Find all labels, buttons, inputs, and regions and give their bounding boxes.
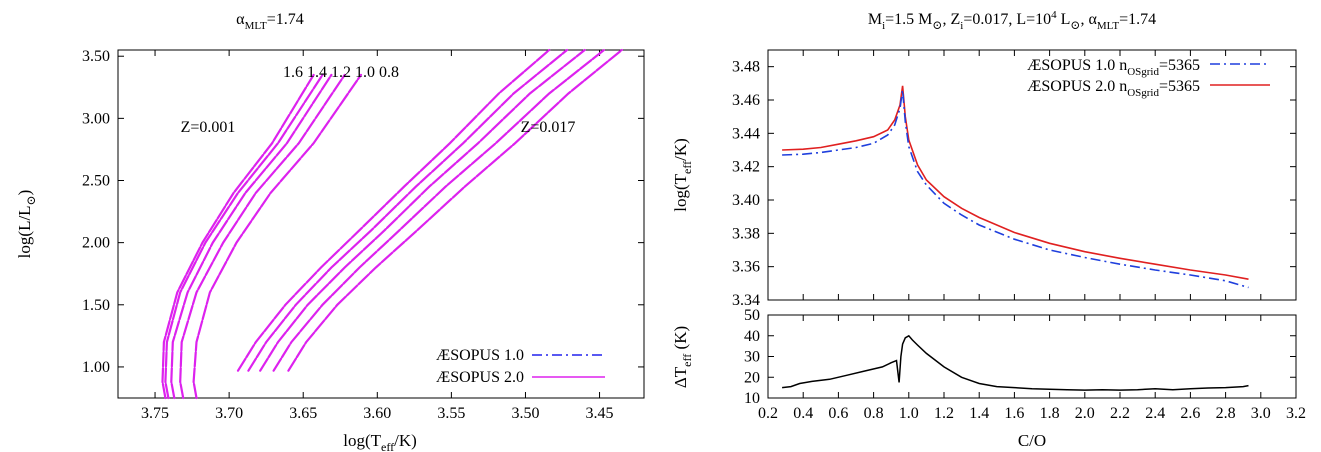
right-bottom-plot-frame [767,314,1297,399]
right-top-ticks: 3.34 3.36 3.38 3.40 3.42 3.44 3.46 3.48 [732,50,1297,309]
right-legend-label-1: ÆSOPUS 1.0 nOSgrid=5365 [1027,57,1200,78]
rbot-x-tick-label: 3.2 [1286,405,1306,422]
track-z017-m08-aesopus1 [287,49,623,372]
rtop-y-tick-label: 3.42 [732,159,760,176]
rbot-x-tick-label: 2.2 [1110,405,1130,422]
track-z017-m14-aesopus1 [247,49,568,372]
rbot-x-tick-label: 2.4 [1145,405,1165,422]
left-y-tick-label: 2.00 [82,235,110,252]
rtop-y-tick-label: 3.38 [732,225,760,242]
rbot-x-tick-label: 1.4 [969,405,989,422]
rbot-y-tick-label: 40 [744,328,760,345]
track-z017-m10-aesopus2 [272,48,606,372]
right-top-y-axis-label: log(Teff/K) [671,138,694,212]
left-y-tick-label: 3.50 [82,48,110,65]
track-z017-m16-aesopus1 [237,49,550,372]
right-legend-label-2: ÆSOPUS 2.0 nOSgrid=5365 [1027,78,1200,99]
rbot-x-tick-label: 1.8 [1040,405,1060,422]
left-x-tick-label: 3.45 [586,405,614,422]
track-z001-m08-aesopus2 [192,73,363,400]
right-top-plot-frame [767,49,1297,301]
track-z001-m10-aesopus2 [179,73,346,400]
left-chart: αMLT=1.74 3.75 3.70 3.65 3.60 3.55 3.50 3.45 1.… [15,11,645,452]
left-y-tick-label: 2.50 [82,173,110,190]
rbot-x-tick-label: 0.4 [793,405,813,422]
right-bottom-ticks: 0.2 0.4 0.6 0.8 1.0 1.2 1.4 1.6 1.8 2.0 2.2 2.4 2.6 2… [744,307,1306,422]
rbot-y-tick-label: 30 [744,349,760,366]
rtop-y-tick-label: 3.44 [732,125,760,142]
rbot-y-tick-label: 10 [744,390,760,407]
rbot-x-tick-label: 0.2 [758,405,778,422]
rtop-y-tick-label: 3.46 [732,92,760,109]
right-chart-title: Mi=1.5 M⊙, Zi=0.017, L=104 L⊙, αMLT=1.74 [868,9,1156,32]
left-x-axis-label: log(Teff/K) [343,431,417,452]
delta-teff-curve [782,334,1249,391]
teff-curve-aesopus2 [782,85,1249,280]
left-x-tick-label: 3.55 [437,405,465,422]
rbot-x-tick-label: 2.6 [1180,405,1200,422]
rbot-x-tick-label: 1.0 [899,405,919,422]
rbot-x-tick-label: 2.0 [1075,405,1095,422]
right-bottom-series [782,334,1249,391]
left-legend: ÆSOPUS 1.0 ÆSOPUS 2.0 [436,347,605,386]
right-legend: ÆSOPUS 1.0 nOSgrid=5365 ÆSOPUS 2.0 nOSgr… [1027,57,1270,99]
rbot-x-tick-label: 0.6 [828,405,848,422]
rbot-x-tick-label: 2.8 [1216,405,1236,422]
z-low-label: Z=0.001 [181,119,236,136]
left-x-tick-label: 3.70 [215,405,243,422]
left-ticks: 3.75 3.70 3.65 3.60 3.55 3.50 3.45 1.00 1.50 2.00… [82,48,644,422]
left-x-tick-label: 3.50 [511,405,539,422]
left-series [161,48,623,400]
right-bottom-chart: 0.2 0.4 0.6 0.8 1.0 1.2 1.4 1.6 1.8 2.0 2.2 2.4 2.6 2… [671,307,1306,450]
right-top-chart: Mi=1.5 M⊙, Zi=0.017, L=104 L⊙, αMLT=1.74… [671,9,1297,309]
rtop-y-tick-label: 3.40 [732,192,760,209]
z-high-label: Z=0.017 [521,119,576,136]
teff-curve-aesopus1 [782,89,1249,289]
rbot-y-tick-label: 20 [744,369,760,386]
track-z017-m14-aesopus2 [247,48,569,372]
left-legend-label-1: ÆSOPUS 1.0 [436,347,524,364]
left-plot-frame [117,49,645,399]
track-z017-m08-aesopus2 [287,48,623,372]
rbot-x-tick-label: 0.8 [864,405,884,422]
left-y-tick-label: 1.00 [82,359,110,376]
mass-labels: 1.6 1.4 1.2 1.0 0.8 [283,64,399,81]
left-legend-label-2: ÆSOPUS 2.0 [436,369,524,386]
rtop-y-tick-label: 3.34 [732,292,760,309]
track-z017-m16-aesopus2 [236,48,551,372]
track-z001-m12-aesopus2 [170,73,333,400]
left-y-tick-label: 1.50 [82,297,110,314]
left-x-tick-label: 3.65 [289,405,317,422]
track-z001-m14-aesopus2 [164,73,324,400]
rbot-x-tick-label: 1.6 [1004,405,1024,422]
right-bottom-y-axis-label: ΔTeff (K) [671,326,694,388]
left-y-axis-label: log(L/L⊙) [15,190,38,259]
track-z001-m16-aesopus2 [161,73,315,400]
left-y-tick-label: 3.00 [82,110,110,127]
rbot-x-tick-label: 3.0 [1251,405,1271,422]
rbot-x-tick-label: 1.2 [934,405,954,422]
left-x-tick-label: 3.60 [363,405,391,422]
track-z017-m12-aesopus2 [259,48,586,372]
right-top-series [782,85,1249,289]
right-x-axis-label: C/O [1018,431,1046,450]
rbot-y-tick-label: 50 [744,307,760,324]
left-chart-title: αMLT=1.74 [236,11,304,32]
left-x-tick-label: 3.75 [141,405,169,422]
rtop-y-tick-label: 3.48 [732,59,760,76]
rtop-y-tick-label: 3.36 [732,259,760,276]
